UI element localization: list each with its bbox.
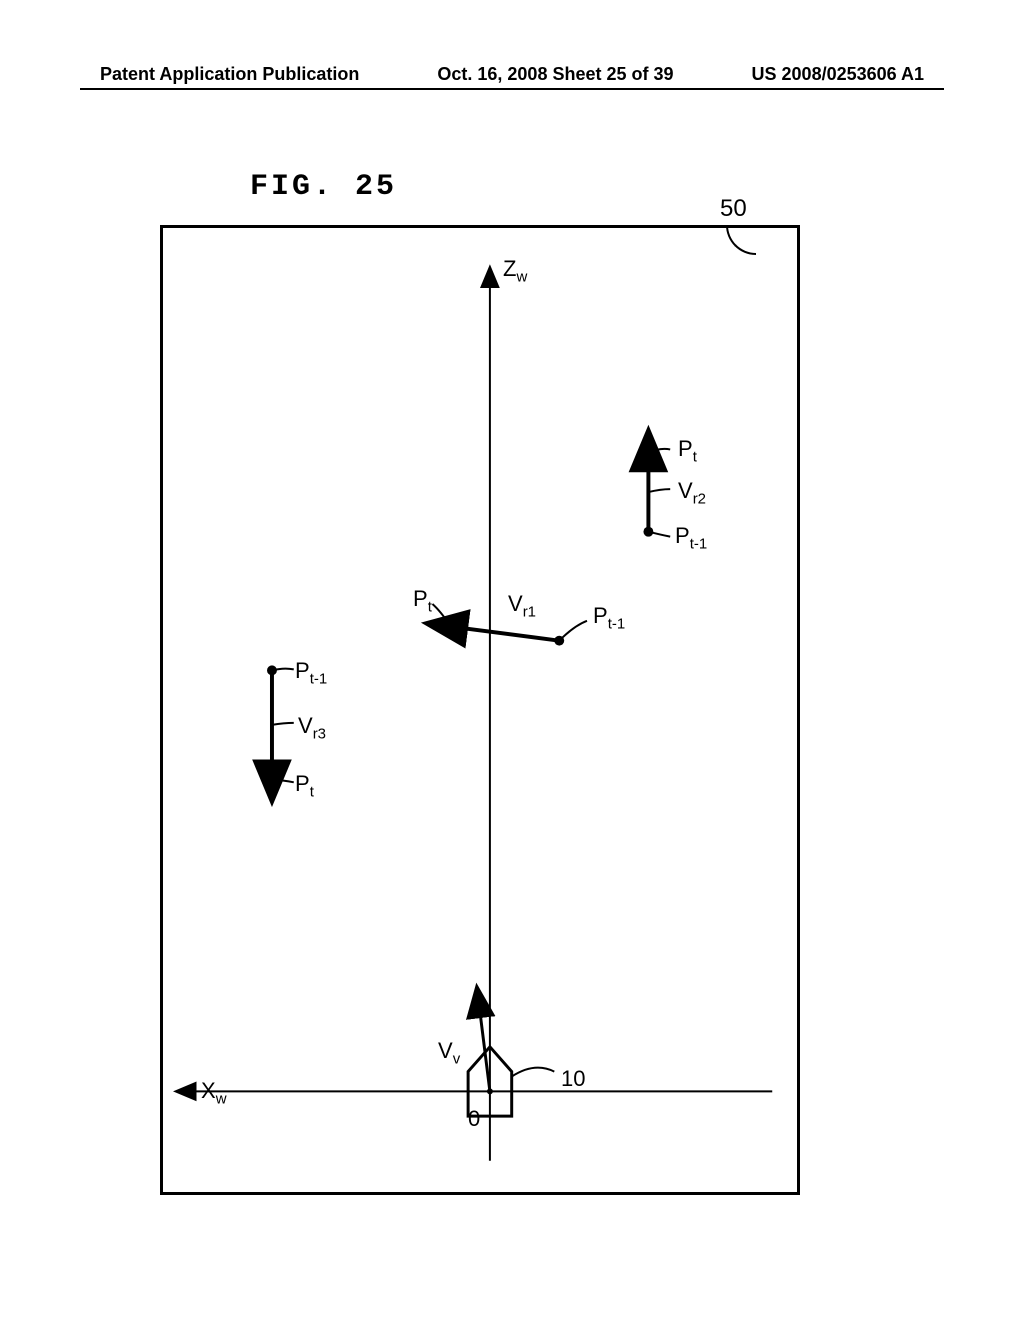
header-center: Oct. 16, 2008 Sheet 25 of 39 [437, 64, 673, 85]
vr3-pt1-label: Pt-1 [295, 658, 327, 687]
vr3-pt-label: Pt [295, 771, 314, 800]
z-axis-label: Zw [503, 256, 527, 285]
vr1-label: Vr1 [508, 591, 536, 620]
vehicle-ref-label: 10 [561, 1066, 585, 1092]
header-left: Patent Application Publication [100, 64, 359, 85]
coordinate-diagram [163, 228, 797, 1192]
header-right: US 2008/0253606 A1 [752, 64, 924, 85]
vector-vr2 [643, 447, 670, 536]
vv-label: Vv [438, 1038, 460, 1067]
vr3-label: Vr3 [298, 713, 326, 742]
vector-vr3 [267, 665, 294, 784]
x-axis-label: Xw [201, 1078, 227, 1107]
vr2-pt-label: Pt [678, 436, 697, 465]
vr1-pt-label: Pt [413, 586, 432, 615]
header-rule [80, 88, 944, 90]
vr2-pt1-label: Pt-1 [675, 523, 707, 552]
diagram-panel: Zw Xw 0 Vv 10 Pt Vr1 Pt-1 Pt Vr2 Pt-1 Pt… [160, 225, 800, 1195]
origin-label: 0 [468, 1106, 480, 1132]
figure-label: FIG. 25 [250, 170, 397, 204]
panel-ref-label: 50 [720, 195, 747, 223]
page-header: Patent Application Publication Oct. 16, … [0, 64, 1024, 85]
vr1-pt1-label: Pt-1 [593, 603, 625, 632]
vr2-label: Vr2 [678, 478, 706, 507]
